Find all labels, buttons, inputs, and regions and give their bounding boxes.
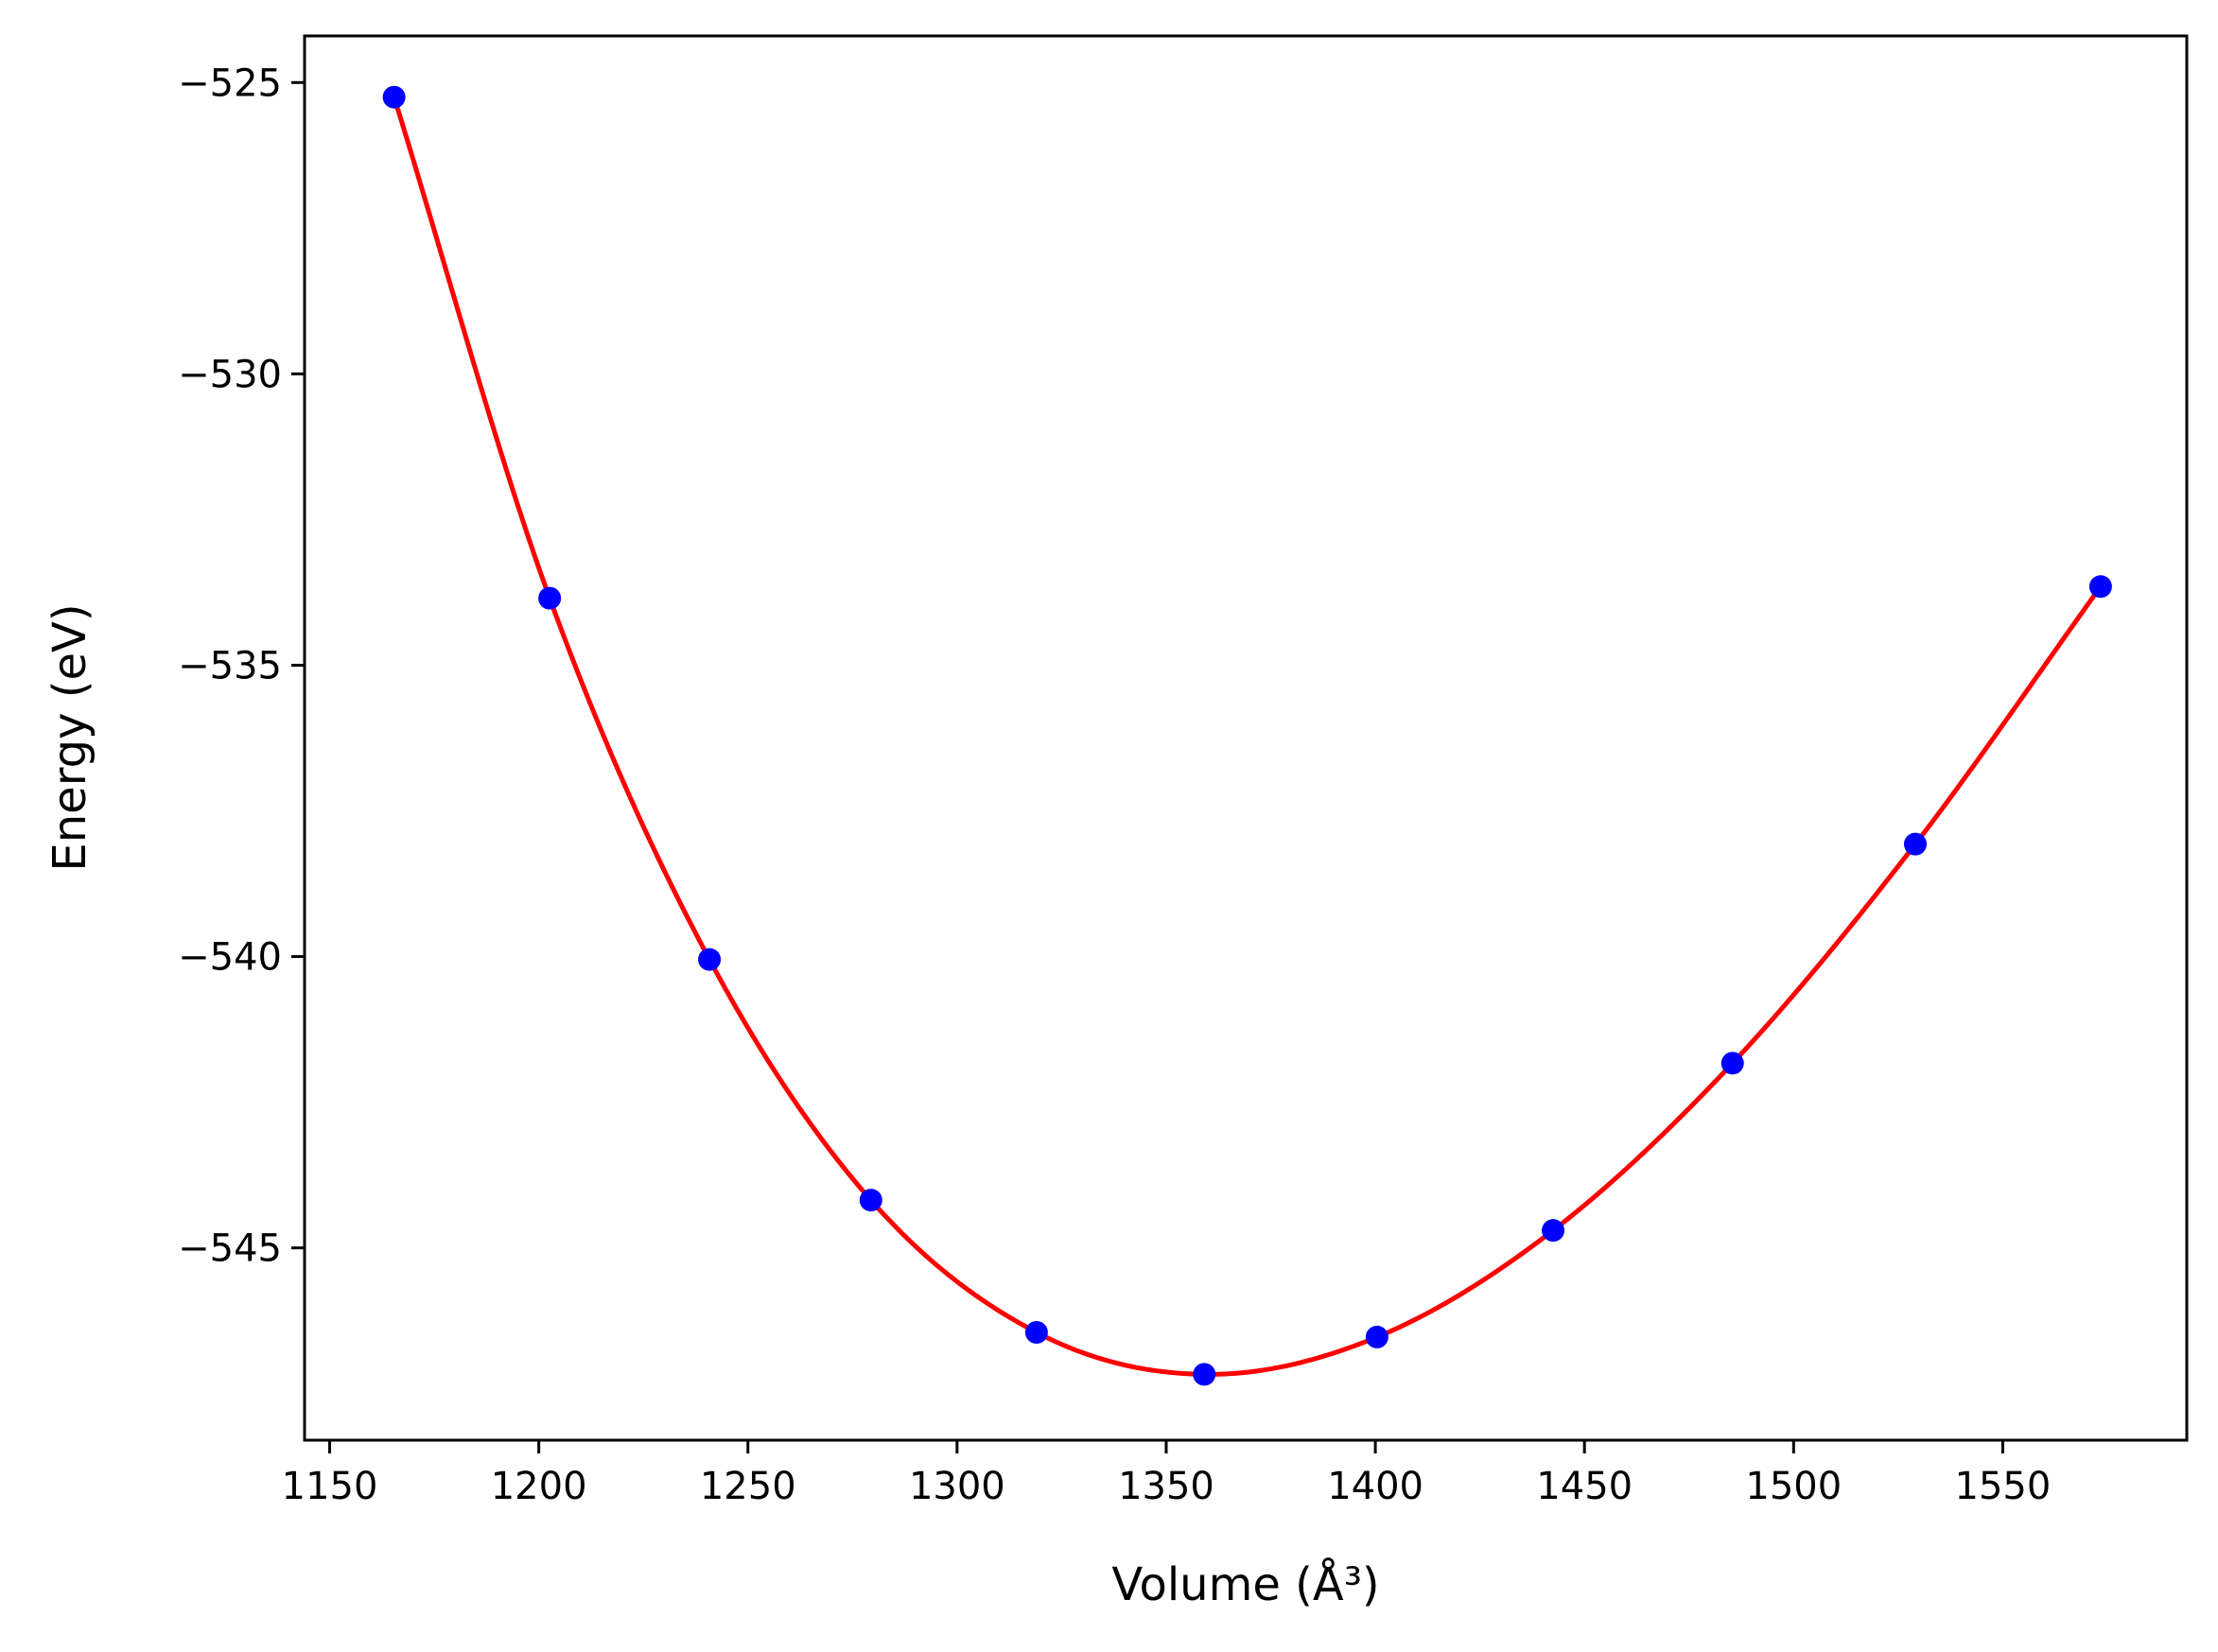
y-tick-label: −530	[178, 353, 282, 396]
x-tick-label: 1200	[491, 1465, 587, 1508]
plot-frame	[303, 34, 2189, 1442]
data-point	[1720, 1052, 1744, 1075]
data-point	[382, 85, 406, 109]
data-point	[859, 1189, 882, 1212]
y-axis-label: Energy (eV)	[44, 603, 96, 871]
x-tick-label: 1500	[1745, 1465, 1842, 1508]
x-tick-label: 1350	[1118, 1465, 1214, 1508]
x-axis-label: Volume (Å³)	[1111, 1557, 1379, 1611]
data-point	[698, 948, 722, 971]
x-tick-label: 1400	[1327, 1465, 1423, 1508]
x-tick-label: 1450	[1536, 1465, 1633, 1508]
x-tick-label: 1150	[282, 1465, 378, 1508]
y-tick-label: −535	[178, 644, 282, 687]
fit-curve	[392, 96, 2103, 1377]
data-point	[538, 586, 562, 610]
data-point	[1903, 832, 1927, 856]
fit-curve-layer	[392, 96, 2103, 1377]
y-tick-label: −540	[178, 936, 282, 980]
y-tick-label: −525	[178, 61, 282, 105]
data-point	[1542, 1219, 1565, 1243]
y-tick-label: −545	[178, 1227, 282, 1271]
data-point	[1193, 1363, 1216, 1386]
y-axis-ticks: −525 −530 −535 −540 −545	[178, 61, 305, 1271]
x-tick-label: 1250	[700, 1465, 796, 1508]
x-tick-label: 1550	[1955, 1465, 2052, 1508]
data-point	[2088, 575, 2112, 599]
data-point	[1024, 1321, 1048, 1345]
x-axis-ticks: 1150 1200 1250 1300 1350 1400 1450 1500 1550	[282, 1440, 2052, 1508]
x-tick-label: 1300	[909, 1465, 1005, 1508]
data-points-layer	[382, 85, 2112, 1386]
data-point	[1365, 1325, 1388, 1348]
